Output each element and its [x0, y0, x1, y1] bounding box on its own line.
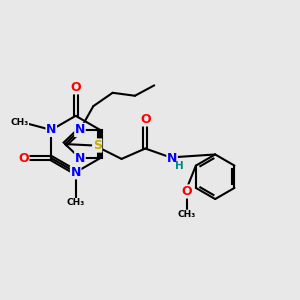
Text: N: N	[75, 123, 85, 136]
Text: O: O	[70, 81, 81, 94]
Text: H: H	[175, 161, 183, 171]
Text: N: N	[167, 152, 177, 165]
Text: O: O	[182, 185, 192, 198]
Text: N: N	[70, 166, 81, 179]
Text: CH₃: CH₃	[10, 118, 28, 127]
Text: O: O	[140, 113, 151, 126]
Text: N: N	[46, 123, 56, 136]
Text: CH₃: CH₃	[67, 198, 85, 207]
Text: CH₃: CH₃	[178, 210, 196, 219]
Text: O: O	[18, 152, 29, 165]
Text: N: N	[75, 152, 85, 165]
Text: S: S	[93, 139, 102, 152]
